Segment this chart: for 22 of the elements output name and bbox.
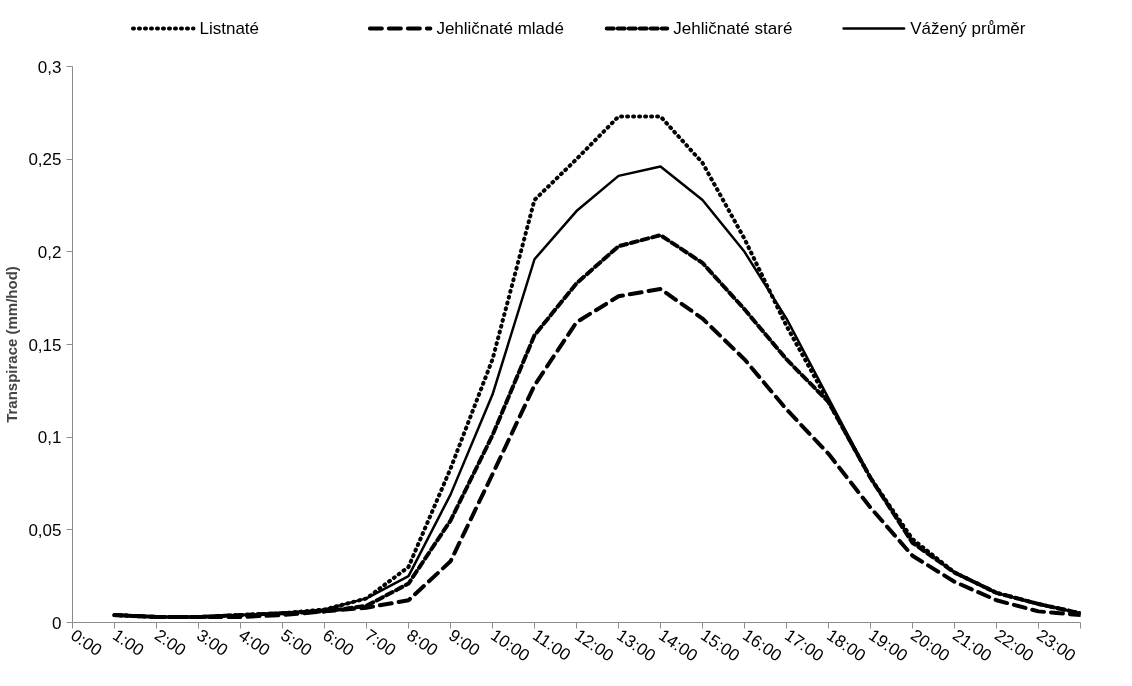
x-tick-label: 5:00 xyxy=(277,625,316,661)
y-tick-label: 0,3 xyxy=(37,57,62,77)
y-tick-label: 0,05 xyxy=(28,520,62,540)
y-tick-label: 0,15 xyxy=(28,335,62,355)
x-tick-label: 9:00 xyxy=(445,625,484,661)
y-tick-label: 0 xyxy=(52,613,62,633)
x-tick-label: 7:00 xyxy=(361,625,400,661)
x-tick-label: 6:00 xyxy=(319,625,358,661)
y-tick-label: 0,2 xyxy=(37,242,62,262)
x-tick-label: 0:00 xyxy=(67,625,106,661)
legend-label: Jehličnaté staré xyxy=(673,19,793,38)
y-axis-title: Transpirace (mm/hod) xyxy=(3,266,21,423)
y-tick-label: 0,1 xyxy=(37,428,62,448)
x-tick-label: 1:00 xyxy=(109,625,148,661)
legend-label: Vážený průměr xyxy=(910,19,1026,38)
y-tick-label: 0,25 xyxy=(28,150,62,170)
legend-label: Jehličnaté mladé xyxy=(436,19,564,38)
legend-label: Listnaté xyxy=(199,19,260,38)
x-tick-label: 4:00 xyxy=(235,625,274,661)
x-tick-label: 2:00 xyxy=(151,625,190,661)
x-tick-label: 3:00 xyxy=(193,625,232,661)
x-tick-label: 8:00 xyxy=(403,625,442,661)
